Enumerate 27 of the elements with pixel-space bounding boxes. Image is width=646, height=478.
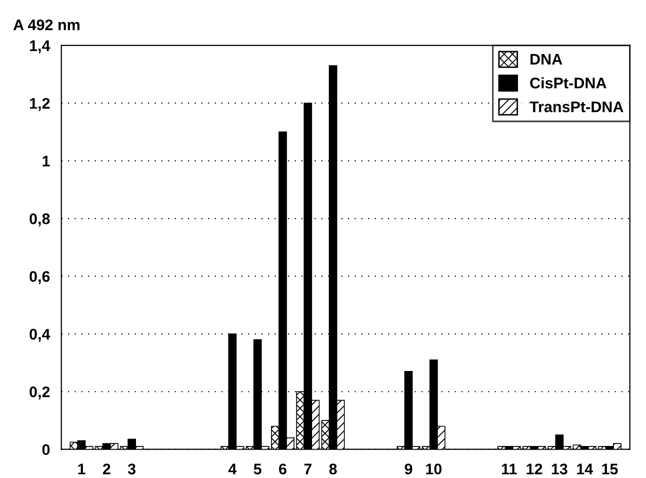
y-tick-label: 1,4 [30, 40, 50, 54]
y-tick-label: 1,2 [30, 98, 50, 112]
x-tick-label: 14 [577, 464, 593, 474]
x-tick-label: 8 [329, 464, 337, 474]
x-tick-label: 6 [279, 464, 286, 474]
x-tick-label: 4 [228, 464, 237, 474]
x-tick-label: 10 [426, 464, 442, 474]
legend-label: TransPt-DNA [530, 102, 624, 112]
x-tick-label: 5 [254, 464, 262, 474]
y-tick-label: 0 [42, 444, 50, 456]
x-tick-label: 15 [602, 464, 618, 474]
x-tick-label: 1 [78, 464, 86, 474]
x-tick-label: 3 [128, 464, 136, 474]
y-tick-label: 1 [42, 156, 50, 166]
x-tick-label: 12 [526, 464, 542, 474]
x-tick-label: 13 [552, 464, 568, 474]
x-tick-label: 9 [404, 464, 412, 474]
x-tick-label: 2 [102, 464, 110, 474]
legend-label: DNA [530, 54, 562, 65]
y-tick-label: 0,6 [30, 271, 50, 284]
x-tick-label: 7 [304, 464, 312, 474]
y-tick-label: 0,2 [30, 386, 50, 400]
legend-label: CisPt-DNA [530, 77, 606, 88]
y-tick-label: 0,8 [30, 213, 50, 226]
x-tick-label: 11 [502, 464, 517, 474]
y-axis-title: A 492 nm [13, 19, 80, 30]
y-tick-label: 0,4 [30, 328, 50, 342]
